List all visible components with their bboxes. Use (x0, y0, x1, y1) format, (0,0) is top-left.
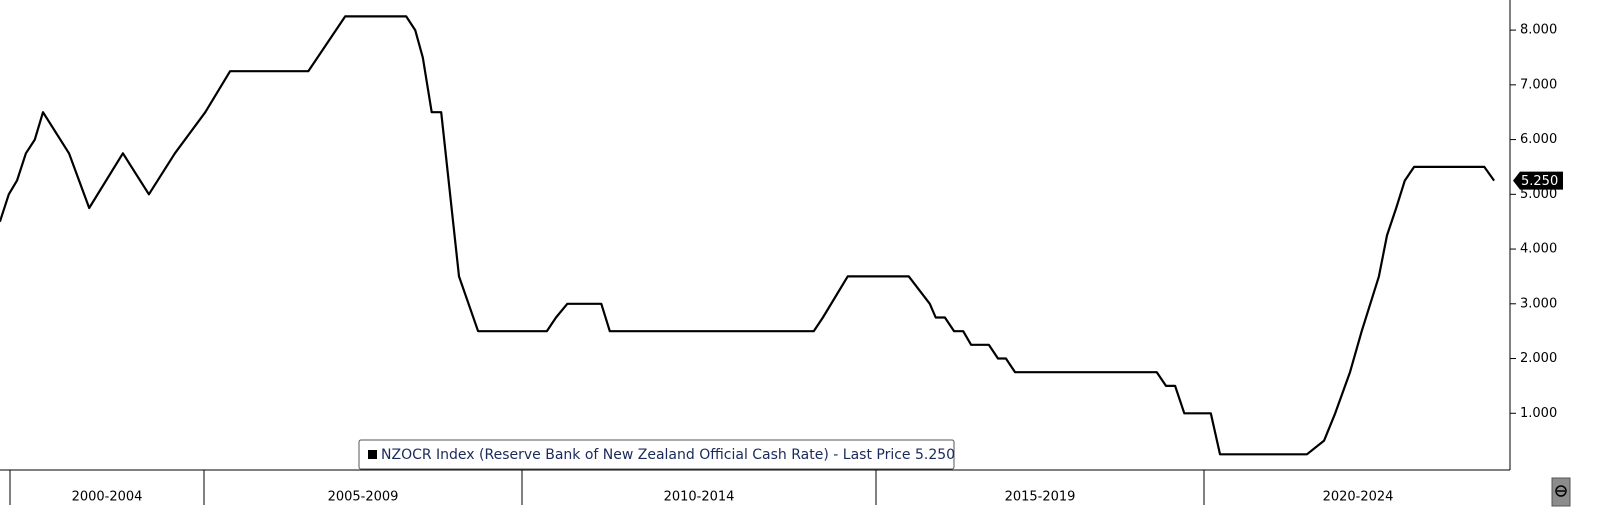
y-tick-label: 6.000 (1520, 132, 1557, 147)
series-line (0, 15, 1495, 456)
y-tick-label: 8.000 (1520, 23, 1557, 38)
y-tick-label: 7.000 (1520, 77, 1557, 92)
y-tick-label: 2.000 (1520, 351, 1557, 366)
last-price-tag (1513, 171, 1563, 190)
legend-swatch (368, 450, 377, 459)
y-tick-label: 5.000 (1520, 187, 1557, 202)
legend-box (358, 439, 955, 470)
x-group-label: 2005-2009 (328, 490, 399, 505)
legend: NZOCR Index (Reserve Bank of New Zealand… (358, 439, 955, 470)
last-price-label: 5.250 (1521, 174, 1558, 189)
corner-icon (1551, 477, 1571, 507)
x-group-label: 2020-2024 (1323, 490, 1394, 505)
legend-text: NZOCR Index (Reserve Bank of New Zealand… (381, 447, 955, 463)
y-tick-label: 1.000 (1520, 406, 1557, 421)
x-group-label: 2010-2014 (664, 490, 735, 505)
y-tick-label: 3.000 (1520, 296, 1557, 311)
x-group-label: 2015-2019 (1005, 490, 1076, 505)
y-tick-label: 4.000 (1520, 242, 1557, 257)
x-group-label: 2000-2004 (72, 490, 143, 505)
